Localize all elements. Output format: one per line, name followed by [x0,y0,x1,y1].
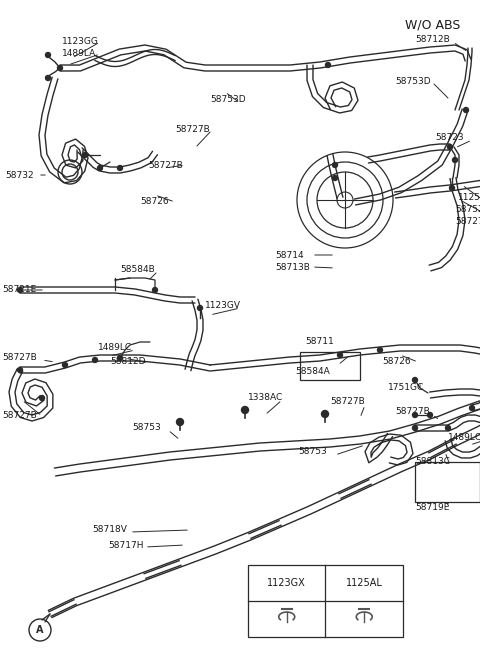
Circle shape [197,305,203,310]
Text: 58584B: 58584B [120,265,155,274]
Circle shape [93,358,97,362]
Text: 1489LC: 1489LC [448,434,480,443]
Circle shape [449,185,455,191]
Circle shape [428,413,432,417]
Circle shape [333,176,337,181]
Circle shape [118,166,122,170]
Circle shape [58,66,62,71]
Text: 1123GX: 1123GX [267,578,306,588]
Circle shape [377,348,383,352]
Circle shape [412,377,418,383]
Circle shape [17,288,23,293]
Text: W/O ABS: W/O ABS [405,18,460,31]
Circle shape [83,153,87,157]
Text: 58753D: 58753D [210,96,246,105]
Circle shape [412,413,418,417]
Circle shape [118,356,122,360]
Circle shape [447,145,453,149]
Circle shape [453,157,457,162]
Circle shape [46,52,50,58]
Text: 58713B: 58713B [275,263,310,272]
Circle shape [464,107,468,113]
Text: 58727B: 58727B [175,126,210,134]
Text: 58726: 58726 [140,198,168,206]
Text: 58719E: 58719E [415,504,449,512]
Text: 58584A: 58584A [295,367,330,377]
Text: 58723: 58723 [435,134,464,143]
Circle shape [333,162,337,168]
Text: 58812D: 58812D [110,358,145,367]
Text: 1489LA: 1489LA [62,50,96,58]
Text: 1338AC: 1338AC [248,394,283,403]
FancyBboxPatch shape [248,565,403,637]
Text: 58721E: 58721E [2,286,36,295]
Text: 1125AL: 1125AL [346,578,383,588]
Circle shape [62,362,68,367]
Text: 58753: 58753 [298,447,327,457]
Circle shape [469,405,475,411]
Text: 58727B: 58727B [148,160,183,170]
Text: 58711: 58711 [305,337,334,346]
Circle shape [153,288,157,293]
Text: 1123GV: 1123GV [205,301,241,310]
Text: 58727B: 58727B [2,354,37,362]
Circle shape [177,419,183,426]
Circle shape [17,367,23,373]
Text: 58753D: 58753D [395,77,431,86]
Text: 1125AC: 1125AC [458,193,480,202]
Circle shape [97,166,103,170]
Circle shape [412,426,418,430]
Text: 58813C: 58813C [415,457,450,466]
Text: 58718V: 58718V [92,525,127,534]
Text: A: A [36,625,44,635]
Circle shape [241,407,249,413]
Text: 58712B: 58712B [415,35,450,45]
Circle shape [325,62,331,67]
Text: 58727B: 58727B [455,217,480,227]
Circle shape [39,396,45,400]
Text: 58726: 58726 [382,358,410,367]
Text: 58727B: 58727B [330,398,365,407]
Text: 58717H: 58717H [108,542,144,550]
Circle shape [46,75,50,81]
Text: 58714: 58714 [275,250,304,259]
Text: 1123GG: 1123GG [62,37,99,47]
Text: 1751GC: 1751GC [388,383,424,392]
Text: 58753: 58753 [132,424,161,432]
Circle shape [322,411,328,417]
Circle shape [337,352,343,358]
Circle shape [445,426,451,430]
Text: 58752F: 58752F [455,206,480,214]
Text: 1489LC: 1489LC [98,343,132,352]
Text: 58727B: 58727B [395,407,430,417]
Text: 58727B: 58727B [2,411,37,419]
Text: 58732: 58732 [5,170,34,179]
